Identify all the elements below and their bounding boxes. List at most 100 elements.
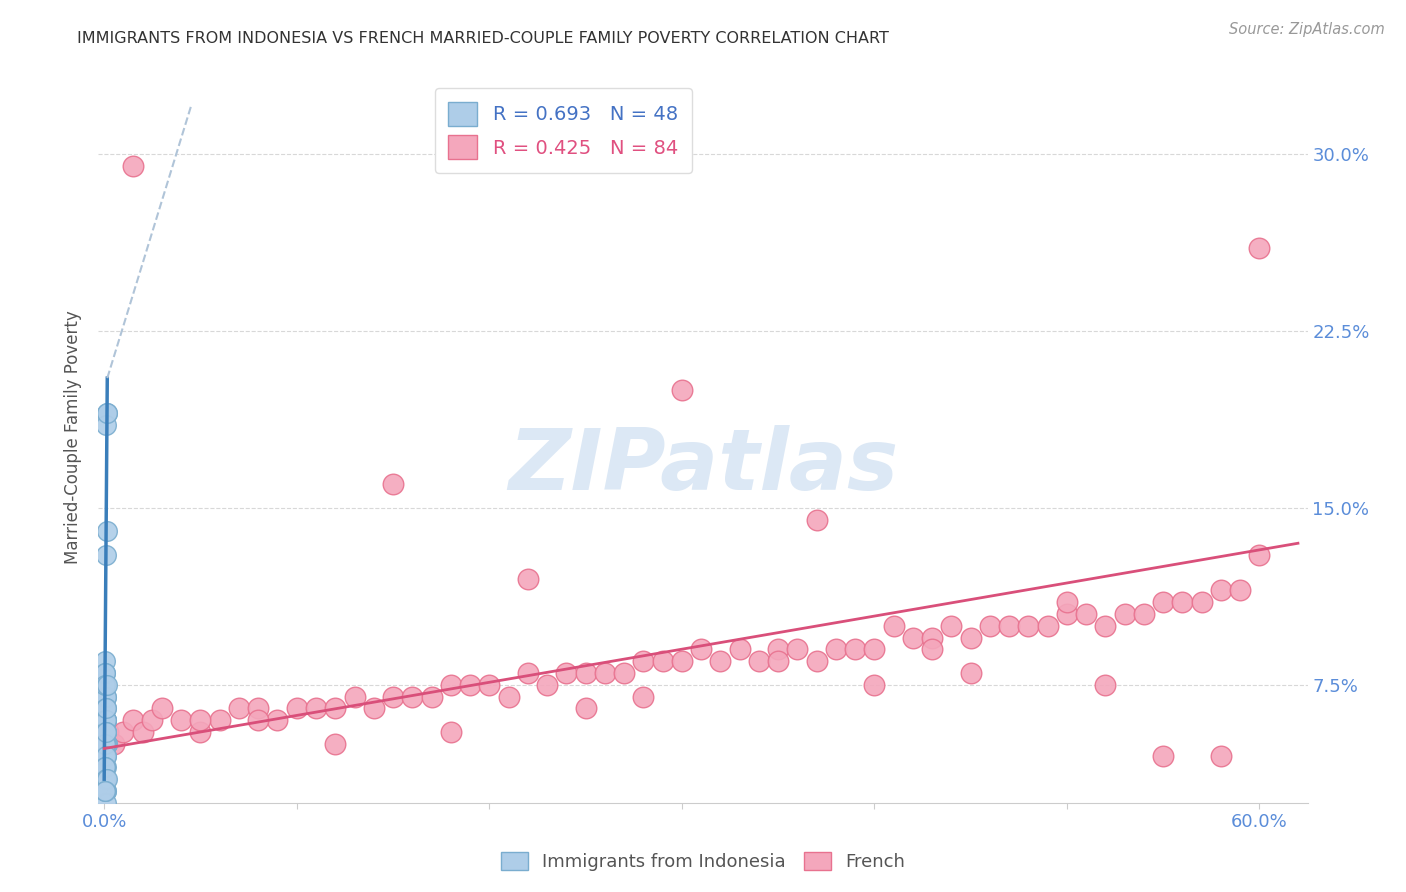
Point xyxy=(440,725,463,739)
Point xyxy=(94,760,117,774)
Point xyxy=(141,713,163,727)
Point xyxy=(97,725,120,739)
Point xyxy=(1076,607,1098,621)
Point xyxy=(94,772,117,787)
Point xyxy=(94,713,117,727)
Point xyxy=(748,654,770,668)
Text: ZIPatlas: ZIPatlas xyxy=(508,425,898,508)
Point xyxy=(190,713,212,727)
Point xyxy=(1152,595,1174,609)
Point xyxy=(1171,595,1194,609)
Point xyxy=(1094,619,1116,633)
Point xyxy=(94,713,117,727)
Point xyxy=(94,678,117,692)
Legend: R = 0.693   N = 48, R = 0.425   N = 84: R = 0.693 N = 48, R = 0.425 N = 84 xyxy=(434,88,692,173)
Point xyxy=(150,701,173,715)
Point xyxy=(94,725,117,739)
Point xyxy=(94,784,117,798)
Point xyxy=(94,678,117,692)
Point xyxy=(94,737,117,751)
Point xyxy=(96,407,118,421)
Point xyxy=(94,654,117,668)
Point xyxy=(94,713,117,727)
Point xyxy=(574,666,596,681)
Point xyxy=(1017,619,1039,633)
Point xyxy=(401,690,423,704)
Point xyxy=(709,654,731,668)
Point xyxy=(883,619,905,633)
Point xyxy=(863,642,886,657)
Point xyxy=(94,701,117,715)
Point xyxy=(998,619,1021,633)
Point xyxy=(94,748,117,763)
Point xyxy=(1056,595,1078,609)
Point xyxy=(593,666,616,681)
Point xyxy=(959,666,981,681)
Point xyxy=(96,737,118,751)
Point xyxy=(96,418,118,433)
Point xyxy=(94,748,117,763)
Point xyxy=(343,690,366,704)
Point xyxy=(247,701,270,715)
Point xyxy=(285,701,308,715)
Point xyxy=(94,725,117,739)
Point xyxy=(94,725,117,739)
Point xyxy=(103,737,125,751)
Point xyxy=(516,572,538,586)
Point xyxy=(94,690,117,704)
Point xyxy=(941,619,963,633)
Point xyxy=(94,701,117,715)
Point xyxy=(94,725,117,739)
Point xyxy=(766,642,789,657)
Point xyxy=(94,725,117,739)
Point xyxy=(96,737,118,751)
Point xyxy=(1133,607,1156,621)
Point xyxy=(844,642,866,657)
Point xyxy=(728,642,751,657)
Point xyxy=(122,713,145,727)
Point xyxy=(824,642,846,657)
Point xyxy=(363,701,385,715)
Point xyxy=(1152,748,1174,763)
Point xyxy=(1209,748,1232,763)
Point xyxy=(959,631,981,645)
Point xyxy=(94,548,117,562)
Point xyxy=(1056,607,1078,621)
Point xyxy=(96,524,118,539)
Point xyxy=(96,737,118,751)
Point xyxy=(94,807,117,822)
Point xyxy=(382,477,405,491)
Point xyxy=(96,784,118,798)
Point xyxy=(94,690,117,704)
Point xyxy=(94,748,117,763)
Point xyxy=(94,725,117,739)
Point xyxy=(458,678,481,692)
Point xyxy=(498,690,520,704)
Point xyxy=(671,383,693,397)
Point xyxy=(671,654,693,668)
Point xyxy=(921,631,943,645)
Point xyxy=(208,713,231,727)
Point xyxy=(651,654,673,668)
Point xyxy=(94,713,117,727)
Point xyxy=(323,701,346,715)
Point xyxy=(1249,241,1271,255)
Point xyxy=(247,713,270,727)
Point xyxy=(921,642,943,657)
Point xyxy=(94,760,117,774)
Point xyxy=(323,737,346,751)
Point xyxy=(170,713,193,727)
Point xyxy=(1209,583,1232,598)
Point xyxy=(94,784,117,798)
Point xyxy=(94,784,117,798)
Point xyxy=(266,713,288,727)
Point xyxy=(806,654,828,668)
Point xyxy=(305,701,328,715)
Point xyxy=(131,725,153,739)
Point xyxy=(94,772,117,787)
Point xyxy=(613,666,636,681)
Point xyxy=(1229,583,1251,598)
Point xyxy=(979,619,1001,633)
Point xyxy=(94,713,117,727)
Text: IMMIGRANTS FROM INDONESIA VS FRENCH MARRIED-COUPLE FAMILY POVERTY CORRELATION CH: IMMIGRANTS FROM INDONESIA VS FRENCH MARR… xyxy=(77,31,889,46)
